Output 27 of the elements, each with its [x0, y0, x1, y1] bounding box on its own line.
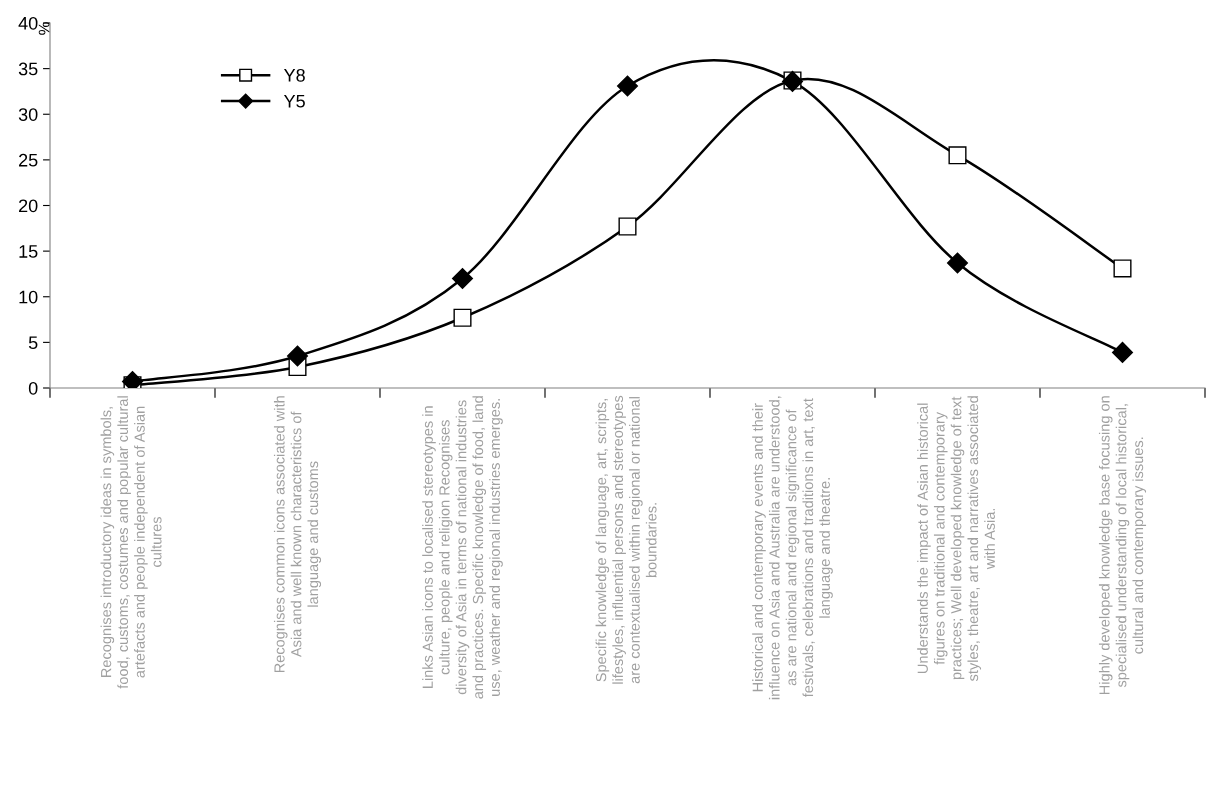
point [1113, 259, 1132, 278]
x-tick-label: Historical and contemporary events and their influence on Asia and Australia are understood, as are national and regional significance of festivals, celebrations and traditions in art, text language and theatre. [752, 396, 833, 700]
y-tick-label: 40 [18, 16, 38, 30]
point [618, 217, 637, 236]
point [451, 267, 474, 290]
x-tick-label: Recognises introductory ideas in symbols, food, customs, costumes and popular cultural artefacts and people independent of Asian cultures [100, 396, 162, 689]
x-tick-label: Specific knowledge of language, art, scripts, lifestyles, influential persons and stereotypes are contextualised within regional or national boundaries. [595, 395, 657, 684]
y-axis-title: % [38, 22, 50, 35]
y-tick-label: 25 [19, 153, 38, 167]
point [453, 308, 472, 327]
point [948, 146, 967, 165]
point [946, 252, 969, 274]
y-tick-label: 35 [18, 62, 38, 76]
legend-label: Y8 [283, 68, 305, 82]
point [1111, 341, 1134, 363]
x-tick-label: Links Asian icons to localised stereotypes in culture, people and religion Recognises diversity of Asia in terms of national industries and practices. Specific knowledge of food, land use, weather and regional industries emerges. [422, 396, 503, 699]
y-tick-label: 5 [28, 336, 38, 350]
point [286, 345, 309, 367]
y-tick-label: 20 [19, 199, 38, 213]
legend-label: Y5 [283, 94, 305, 108]
y-tick-label: 15 [19, 245, 38, 258]
x-tick-label: Highly developed knowledge base focusing on specialised understanding of local historical, cultural and contemporary issues. [1098, 396, 1147, 695]
y-tick-label: 10 [19, 290, 38, 304]
y-tick-label: 30 [18, 108, 38, 121]
x-tick-label: Understands the impact of Asian historical figures on traditional and contemporary practices; Well developed knowledge of text styles, theatre, art and narratives associated with Asia. [917, 396, 995, 682]
point [616, 75, 639, 97]
y-tick-label: 0 [28, 381, 38, 395]
